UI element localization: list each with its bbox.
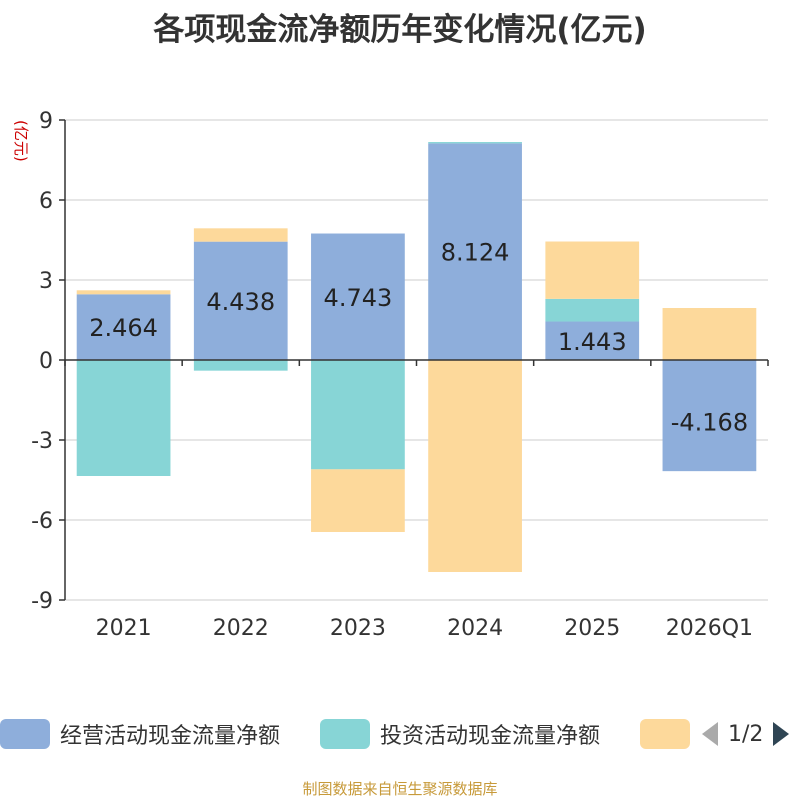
legend-label-investing: 投资活动现金流量净额: [380, 724, 601, 749]
y-tick-label: 6: [39, 189, 53, 214]
pager-prev-icon[interactable]: [700, 720, 720, 748]
bar-operating: [311, 233, 405, 360]
y-tick-label: 9: [39, 109, 53, 134]
bar-financing: [76, 290, 171, 295]
bar-financing: [662, 308, 757, 360]
cash-flow-chart: 9 6 3 0 -3 -6 -9 2.464 2021 4.438 2022 4.743 2023 8.1…: [31, 109, 769, 641]
x-tick-label: 2021: [96, 616, 152, 641]
legend-item-financing[interactable]: [640, 716, 700, 752]
legend: 经营活动现金流量净额 投资活动现金流量净额: [0, 716, 800, 756]
x-tick-label: 2024: [447, 616, 503, 641]
bar-operating: [193, 241, 288, 360]
pager-text: 1/2: [728, 721, 764, 747]
bar-investing: [193, 360, 288, 371]
x-tick-label: 2025: [564, 616, 620, 641]
bar-financing: [545, 241, 640, 299]
legend-swatch-investing: [320, 719, 370, 749]
x-tick-label: 2023: [330, 616, 386, 641]
legend-item-investing[interactable]: 投资活动现金流量净额: [320, 716, 600, 752]
y-tick-label: -6: [31, 509, 53, 534]
bar-data-label: -4.168: [671, 409, 748, 437]
bar-data-label: 4.438: [206, 288, 275, 316]
bar-data-label: 4.743: [324, 284, 393, 312]
y-tick-label: 3: [39, 269, 53, 294]
y-tick-label: -3: [31, 429, 53, 454]
bar-data-label: 1.443: [558, 328, 627, 356]
bar-investing: [545, 298, 640, 322]
legend-pager: 1/2: [700, 716, 791, 752]
bar-investing: [428, 142, 522, 144]
bar-data-label: 8.124: [441, 239, 510, 267]
bar-operating: [76, 294, 171, 360]
legend-label-operating: 经营活动现金流量净额: [60, 724, 281, 749]
bar-investing: [311, 360, 405, 470]
bar-investing: [76, 360, 171, 476]
bar-financing: [428, 360, 522, 572]
y-tick-label: -9: [31, 589, 53, 614]
x-tick-label: 2022: [213, 616, 269, 641]
bar-financing: [311, 469, 405, 532]
bar-operating: [545, 321, 640, 360]
bar-financing: [193, 228, 288, 242]
data-source-footer: 制图数据来自恒生聚源数据库: [302, 780, 498, 798]
chart-title: 各项现金流净额历年变化情况(亿元): [153, 12, 647, 48]
y-tick-label: 0: [39, 349, 53, 374]
x-tick-label: 2026Q1: [666, 616, 753, 641]
pager-next-icon[interactable]: [771, 720, 791, 748]
legend-item-operating[interactable]: 经营活动现金流量净额: [0, 716, 280, 752]
bar-operating: [662, 360, 757, 472]
bar-data-label: 2.464: [89, 314, 158, 342]
bar-operating: [428, 143, 522, 360]
legend-swatch-financing: [640, 719, 690, 749]
legend-swatch-operating: [0, 719, 50, 749]
